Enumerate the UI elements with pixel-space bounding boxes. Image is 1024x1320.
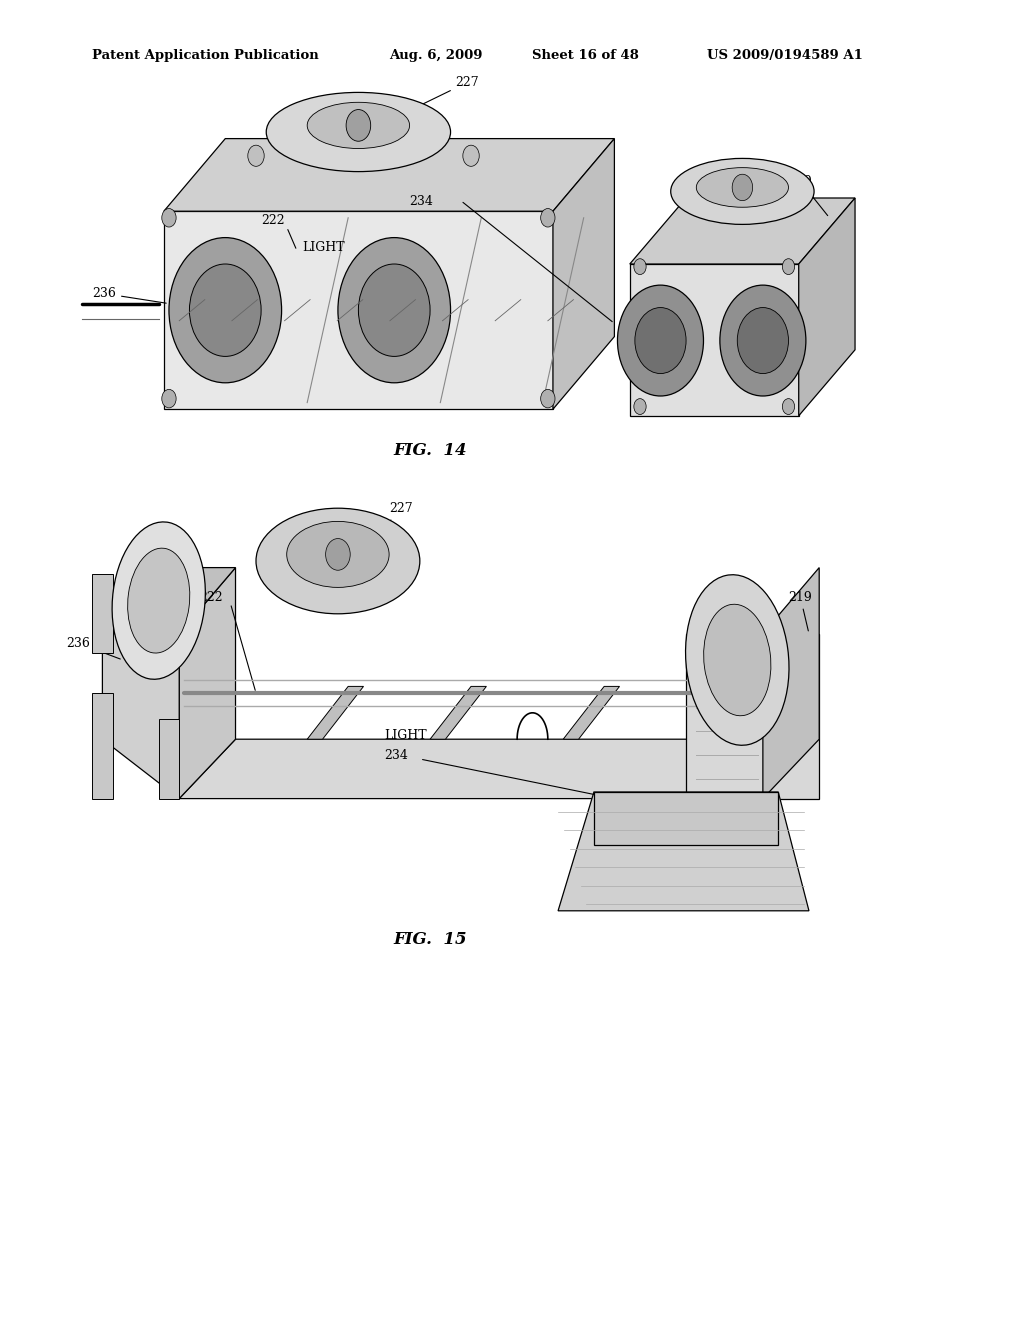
Text: FIG.  15: FIG. 15 — [393, 931, 467, 948]
Ellipse shape — [287, 521, 389, 587]
Polygon shape — [630, 198, 855, 264]
Circle shape — [782, 259, 795, 275]
Polygon shape — [594, 792, 778, 845]
Polygon shape — [799, 198, 855, 416]
Circle shape — [248, 145, 264, 166]
Circle shape — [338, 238, 451, 383]
Text: 222: 222 — [200, 590, 223, 603]
Text: 219: 219 — [788, 590, 812, 631]
Ellipse shape — [128, 548, 189, 653]
Polygon shape — [553, 139, 614, 409]
Text: LIGHT: LIGHT — [302, 240, 345, 253]
Polygon shape — [686, 634, 819, 799]
Text: 236: 236 — [67, 636, 120, 659]
Polygon shape — [630, 264, 799, 416]
Polygon shape — [430, 686, 486, 739]
Text: 236: 236 — [92, 286, 166, 304]
Text: US 2009/0194589 A1: US 2009/0194589 A1 — [707, 49, 862, 62]
Polygon shape — [307, 686, 364, 739]
Polygon shape — [763, 568, 819, 799]
Ellipse shape — [703, 605, 771, 715]
Circle shape — [358, 264, 430, 356]
Circle shape — [162, 389, 176, 408]
Text: Sheet 16 of 48: Sheet 16 of 48 — [532, 49, 639, 62]
Circle shape — [635, 308, 686, 374]
Circle shape — [720, 285, 806, 396]
Ellipse shape — [307, 103, 410, 148]
Circle shape — [346, 110, 371, 141]
Text: 234: 234 — [410, 194, 433, 207]
Circle shape — [541, 209, 555, 227]
Text: 222: 222 — [261, 214, 285, 227]
Text: Patent Application Publication: Patent Application Publication — [92, 49, 318, 62]
Polygon shape — [102, 634, 179, 799]
Text: 227: 227 — [381, 75, 479, 124]
Polygon shape — [92, 693, 113, 799]
Text: Aug. 6, 2009: Aug. 6, 2009 — [389, 49, 482, 62]
Text: LIGHT: LIGHT — [384, 729, 427, 742]
Polygon shape — [102, 568, 236, 634]
Ellipse shape — [671, 158, 814, 224]
Circle shape — [634, 259, 646, 275]
Polygon shape — [179, 739, 819, 799]
Circle shape — [737, 308, 788, 374]
Circle shape — [162, 209, 176, 227]
Polygon shape — [164, 139, 614, 211]
Text: 234: 234 — [384, 748, 408, 762]
Circle shape — [732, 174, 753, 201]
Polygon shape — [159, 719, 179, 799]
Polygon shape — [563, 686, 620, 739]
Text: 227: 227 — [360, 502, 413, 554]
Polygon shape — [558, 792, 809, 911]
Ellipse shape — [112, 521, 206, 680]
Circle shape — [634, 399, 646, 414]
Text: 219: 219 — [788, 174, 827, 215]
Text: FIG.  14: FIG. 14 — [393, 442, 467, 459]
Polygon shape — [159, 587, 179, 653]
Circle shape — [326, 539, 350, 570]
Circle shape — [541, 389, 555, 408]
Polygon shape — [179, 568, 236, 799]
Circle shape — [463, 145, 479, 166]
Ellipse shape — [685, 574, 790, 746]
Circle shape — [189, 264, 261, 356]
Circle shape — [617, 285, 703, 396]
Circle shape — [782, 399, 795, 414]
Ellipse shape — [256, 508, 420, 614]
Ellipse shape — [266, 92, 451, 172]
Circle shape — [169, 238, 282, 383]
Ellipse shape — [696, 168, 788, 207]
Polygon shape — [92, 574, 113, 653]
Polygon shape — [164, 211, 553, 409]
